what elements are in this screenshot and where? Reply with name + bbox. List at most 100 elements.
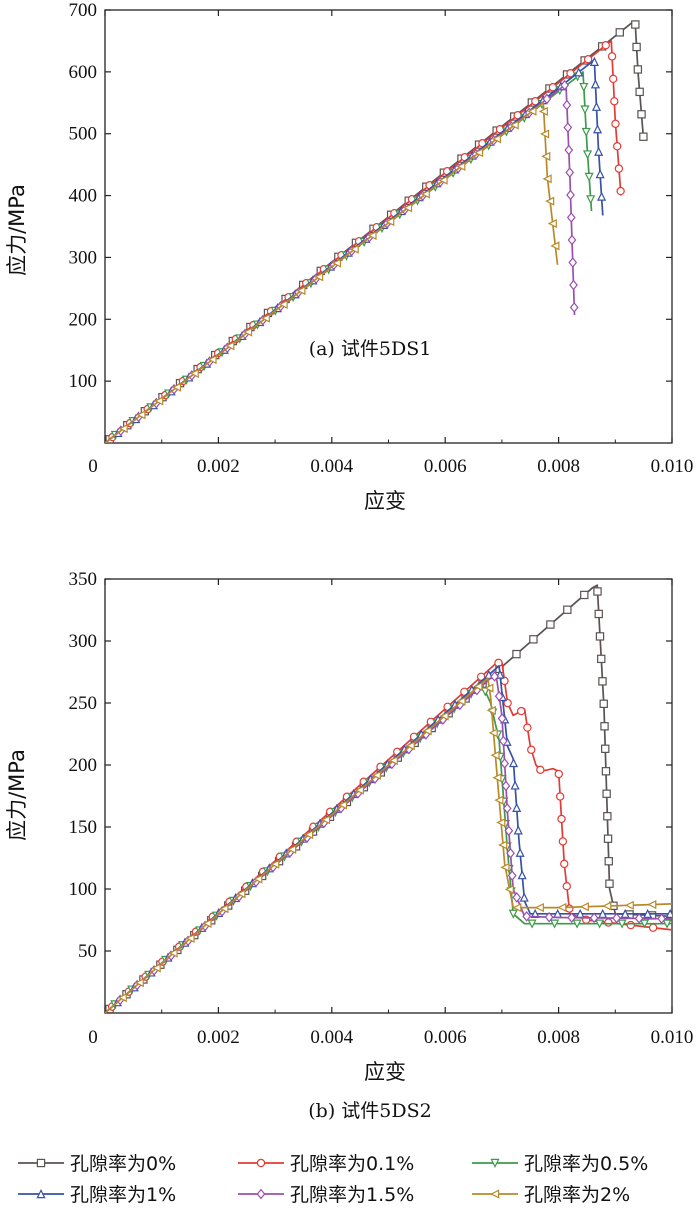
data-point xyxy=(563,122,573,133)
data-point xyxy=(508,757,519,768)
chart-caption: (b) 试件5DS2 xyxy=(308,1100,431,1122)
y-tick-label: 200 xyxy=(69,755,98,776)
data-point xyxy=(607,52,617,61)
data-point xyxy=(371,770,381,780)
data-point xyxy=(519,892,529,902)
x-tick-label: 0.002 xyxy=(197,1027,240,1048)
data-point xyxy=(154,396,164,406)
data-point xyxy=(562,882,571,891)
data-point xyxy=(287,844,297,854)
y-tick-label: 300 xyxy=(69,247,98,268)
data-point xyxy=(304,829,314,840)
data-point xyxy=(579,902,589,912)
data-point xyxy=(562,99,572,111)
data-point xyxy=(581,127,591,138)
data-point xyxy=(602,901,612,911)
data-point xyxy=(500,758,510,769)
plot-area xyxy=(105,584,672,1013)
data-point xyxy=(594,609,603,619)
data-point xyxy=(610,97,619,106)
x-tick-label: 0.004 xyxy=(310,1027,353,1048)
data-point xyxy=(202,918,212,929)
data-point xyxy=(569,279,578,291)
data-point xyxy=(647,899,657,910)
data-point xyxy=(506,847,515,859)
data-point xyxy=(620,908,630,919)
data-point xyxy=(501,780,511,792)
data-point xyxy=(612,142,622,151)
data-point xyxy=(219,904,229,914)
legend-item: 孔隙率为0.5% xyxy=(472,1153,648,1175)
x-tick-label: 0.008 xyxy=(537,456,580,477)
data-point xyxy=(569,302,579,313)
legend-marker xyxy=(490,1158,500,1168)
data-point xyxy=(545,196,555,206)
series-5 xyxy=(105,101,560,443)
x-tick-label: 0 xyxy=(88,1027,98,1048)
series-5 xyxy=(105,677,672,1013)
x-tick-label: 0.008 xyxy=(537,1027,580,1048)
data-point xyxy=(566,189,575,201)
data-point xyxy=(523,723,532,732)
data-point xyxy=(527,919,537,929)
legend-label: 孔隙率为2% xyxy=(524,1184,630,1206)
data-point xyxy=(584,172,594,182)
y-tick-label: 100 xyxy=(69,879,98,900)
data-point xyxy=(639,919,650,929)
data-point xyxy=(589,912,599,924)
y-tick-label: 50 xyxy=(78,941,97,962)
legend-marker xyxy=(490,1189,500,1199)
data-point xyxy=(270,859,280,869)
data-point xyxy=(185,933,195,943)
data-point xyxy=(529,635,538,644)
data-point xyxy=(590,79,601,89)
series-line xyxy=(105,101,559,443)
data-point xyxy=(225,341,235,351)
data-point xyxy=(168,948,178,958)
data-point xyxy=(522,911,532,922)
chart-caption: (a) 试件5DS1 xyxy=(309,338,432,360)
data-point xyxy=(136,410,146,420)
x-tick-label: 0.006 xyxy=(424,456,467,477)
data-point xyxy=(171,382,182,392)
data-point xyxy=(536,765,545,775)
data-point xyxy=(542,174,552,184)
data-point xyxy=(631,20,640,29)
data-point xyxy=(603,812,612,821)
data-point xyxy=(189,368,199,378)
data-point xyxy=(516,706,526,716)
data-point xyxy=(568,257,578,268)
data-point xyxy=(580,105,590,115)
data-point xyxy=(665,908,672,919)
data-point xyxy=(617,919,627,929)
data-point xyxy=(589,56,599,66)
plot-frame xyxy=(104,578,673,1014)
data-point xyxy=(253,874,263,884)
data-point xyxy=(572,919,582,929)
data-point xyxy=(151,963,161,973)
legend-label: 孔隙率为0.1% xyxy=(290,1153,414,1175)
data-point xyxy=(612,912,622,924)
data-point xyxy=(614,164,624,173)
data-point xyxy=(527,745,536,754)
data-point xyxy=(296,286,306,296)
data-point xyxy=(580,590,589,600)
data-point xyxy=(624,900,634,910)
data-point xyxy=(385,217,395,227)
y-tick-label: 350 xyxy=(69,569,98,590)
data-point xyxy=(558,837,568,846)
data-point xyxy=(593,587,602,596)
data-point xyxy=(260,313,270,323)
data-point xyxy=(484,683,494,693)
data-point xyxy=(243,327,253,337)
legend-item: 孔隙率为0.1% xyxy=(238,1153,414,1175)
data-point xyxy=(557,814,566,824)
chart-b: 0 0.002 0.004 0.006 0.008 0.010 50 100 150 200 250… xyxy=(5,569,693,1122)
data-point xyxy=(582,150,593,160)
x-tick-label: 0.010 xyxy=(651,1027,694,1048)
data-point xyxy=(574,67,584,77)
data-point xyxy=(579,82,589,93)
legend-marker xyxy=(256,1158,266,1168)
data-point xyxy=(456,696,466,706)
data-point xyxy=(586,195,596,205)
